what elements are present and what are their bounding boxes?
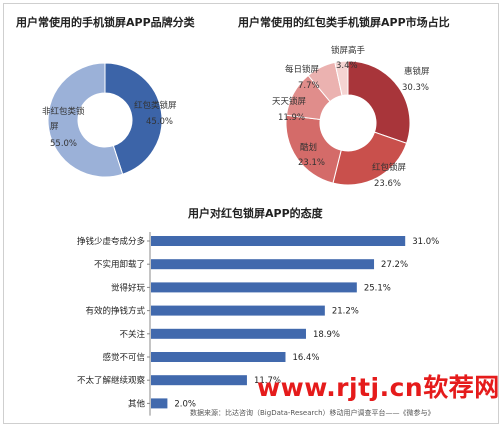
donut2-slice — [347, 60, 411, 144]
donut2-label: 红包锁屏 — [372, 162, 407, 173]
donut1-label: 45.0% — [146, 117, 173, 127]
bar — [151, 352, 286, 362]
bar — [151, 305, 325, 316]
bar-value-label: 2.0% — [174, 399, 196, 409]
chart2-title: 用户常使用的红包类手机锁屏APP市场占比 — [238, 16, 450, 29]
bar-value-label: 16.4% — [292, 353, 319, 363]
donut1-label: 55.0% — [50, 139, 77, 149]
bar — [151, 236, 406, 246]
bar-value-label: 21.2% — [332, 307, 359, 317]
donut1-slice — [47, 62, 124, 178]
donut1-label: 红包类锁屏 — [134, 100, 177, 111]
bar-category-label: 觉得好玩 — [111, 282, 146, 293]
donut2-label: 天天锁屏 — [272, 96, 307, 107]
bar-value-label: 11.7% — [254, 376, 281, 386]
donut2-value: 23.6% — [374, 179, 401, 189]
bar — [151, 375, 247, 386]
bar-category-label: 感觉不可信 — [102, 352, 145, 363]
donut2-value: 3.4% — [336, 61, 358, 71]
chart1-title: 用户常使用的手机锁屏APP品牌分类 — [16, 16, 195, 29]
bar — [151, 282, 357, 293]
chart3-title: 用户对红包锁屏APP的态度 — [188, 207, 323, 220]
bar — [151, 259, 375, 270]
bar-category-label: 有效的挣钱方式 — [85, 306, 145, 317]
source-note: 数据来源：比达咨询（BigData-Research）移动用户调查平台——《微参… — [190, 409, 435, 417]
donut2-label: 酷划 — [300, 142, 317, 153]
donut2-value: 7.7% — [298, 81, 320, 91]
donut2-label: 锁屏高手 — [331, 45, 366, 56]
donut2-value: 23.1% — [298, 158, 325, 168]
donut2-slice — [332, 131, 408, 186]
bar-category-label: 不关注 — [119, 329, 145, 340]
bar — [151, 398, 168, 409]
bar-category-label: 不太了解继续观察 — [77, 375, 146, 386]
bar-category-label: 其他 — [128, 398, 146, 409]
bar — [151, 328, 306, 339]
bar-value-label: 31.0% — [412, 237, 439, 247]
bar-category-label: 不实用卸载了 — [94, 259, 145, 270]
bar-category-label: 挣钱少虚夸成分多 — [77, 236, 146, 247]
figure-frame — [3, 3, 499, 424]
donut2-value: 30.3% — [402, 83, 429, 93]
bar-value-label: 18.9% — [313, 330, 340, 340]
donut1-slice — [104, 62, 163, 175]
donut2-label: 惠锁屏 — [404, 66, 430, 77]
donut1-label: 非红包类锁 — [42, 106, 85, 117]
donut2-slice — [334, 60, 349, 97]
donut2-label: 每日锁屏 — [285, 64, 320, 75]
donut2-value: 11.9% — [278, 113, 305, 123]
bar-value-label: 25.1% — [364, 283, 391, 293]
bar-value-label: 27.2% — [381, 260, 408, 270]
donut1-label: 屏 — [50, 122, 59, 132]
watermark-text: www.rjtj.cn软荐网 — [257, 373, 500, 402]
